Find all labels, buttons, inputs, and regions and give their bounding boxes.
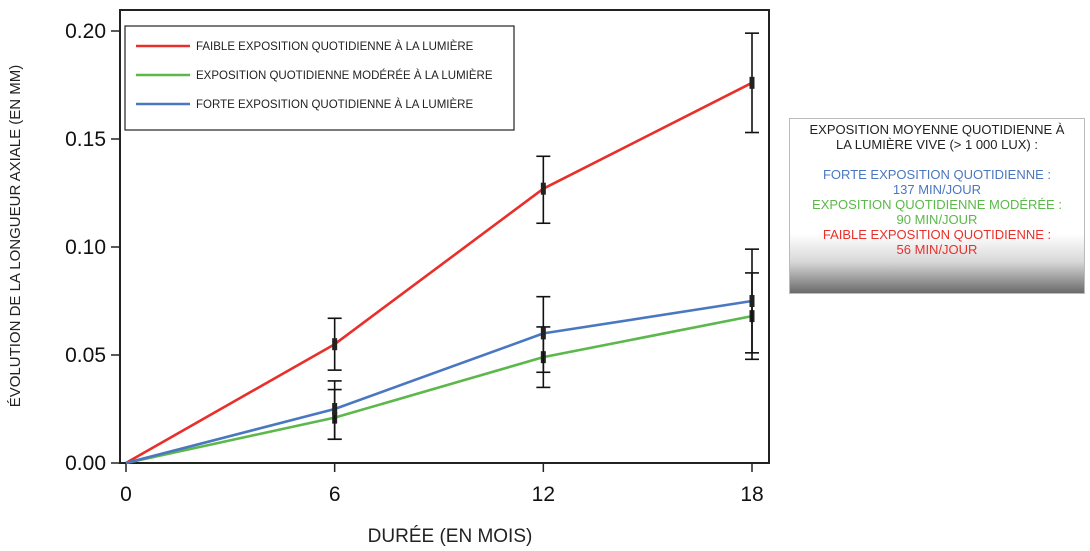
y-tick-label: 0.00 [65,452,106,475]
data-point-marker [749,76,755,89]
x-tick-label: 12 [532,483,555,506]
info-entry-moderate: EXPOSITION QUOTIDIENNE MODÉRÉE : 90 MIN/… [790,197,1084,227]
series-line [125,314,753,465]
info-entry-value: 90 MIN/JOUR [896,212,978,227]
x-tick-label: 0 [120,483,132,506]
legend: FAIBLE EXPOSITION QUOTIDIENNE À LA LUMIÈ… [136,40,493,111]
error-bars [327,32,759,441]
info-entry-label: FORTE EXPOSITION QUOTIDIENNE : [822,167,1051,182]
legend-label: FAIBLE EXPOSITION QUOTIDIENNE À LA LUMIÈ… [196,40,474,53]
y-tick-label: 0.20 [65,20,106,43]
legend-label: FORTE EXPOSITION QUOTIDIENNE À LA LUMIÈR… [196,98,473,111]
exposure-info-box: EXPOSITION MOYENNE QUOTIDIENNE À LA LUMI… [789,118,1085,294]
info-entry-label: EXPOSITION QUOTIDIENNE MODÉRÉE : [812,197,1062,212]
x-axis-title: DURÉE (EN MOIS) [368,526,533,547]
info-entry-label: FAIBLE EXPOSITION QUOTIDIENNE : [822,227,1052,242]
info-entry-value: 137 MIN/JOUR [892,182,982,197]
data-point-marker [540,327,546,340]
y-tick-label: 0.05 [65,344,106,367]
x-tick-label: 6 [329,483,341,506]
info-entry-low: FAIBLE EXPOSITION QUOTIDIENNE : 56 MIN/J… [790,227,1084,257]
series-line [125,299,753,465]
data-point-marker [332,403,338,415]
y-tick-label: 0.15 [65,128,106,151]
y-tick-label: 0.10 [65,236,106,259]
info-heading-line-1: EXPOSITION MOYENNE QUOTIDIENNE À [809,122,1065,137]
y-axis-title: ÉVOLUTION DE LA LONGUEUR AXIALE (EN MM) [7,65,24,408]
series-layer [125,81,753,465]
data-point-marker [749,295,755,307]
info-entry-value: 56 MIN/JOUR [896,242,978,257]
data-point-marker [332,338,338,351]
info-entry-high: FORTE EXPOSITION QUOTIDIENNE : 137 MIN/J… [790,167,1084,197]
data-point-marker [540,182,546,195]
info-heading-line-2: LA LUMIÈRE VIVE (> 1 000 LUX) : [836,137,1038,152]
x-tick-label: 18 [740,483,763,506]
y-axis-ticks: 0.00 0.05 0.10 0.15 0.20 [65,20,120,475]
legend-box [124,25,515,131]
x-axis-ticks: 0 6 12 18 [120,463,764,506]
legend-label: EXPOSITION QUOTIDIENNE MODÉRÉE À LA LUMI… [196,69,493,82]
series-line [125,81,753,465]
